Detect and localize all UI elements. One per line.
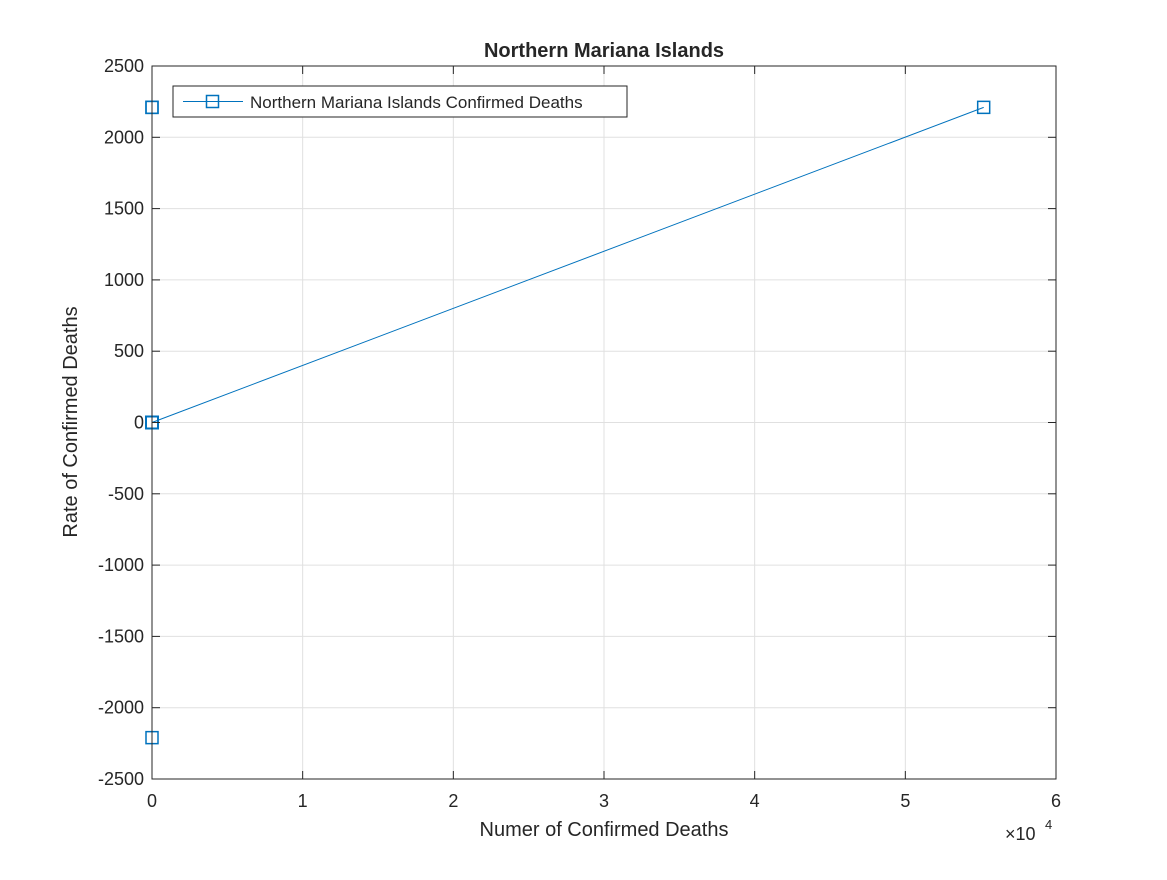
legend-box — [172, 85, 628, 118]
x-tick-label: 4 — [750, 791, 760, 811]
data-point-marker — [976, 100, 991, 115]
y-tick-label: -1000 — [98, 555, 144, 575]
legend: Northern Mariana Islands Confirmed Death… — [172, 85, 628, 118]
y-tick-label: 2000 — [104, 127, 144, 147]
y-tick-label: -2500 — [98, 769, 144, 789]
y-tick-label: 0 — [134, 413, 144, 433]
x-tick-labels: 0 1 2 3 4 5 6 — [147, 791, 1061, 811]
x-tick-label: 6 — [1051, 791, 1061, 811]
y-tick-label: -500 — [108, 484, 144, 504]
y-tick-label: 1500 — [104, 199, 144, 219]
x-exponent-base: ×10 — [1005, 824, 1036, 844]
y-tick-label: 2500 — [104, 56, 144, 76]
x-exponent-power: 4 — [1045, 817, 1052, 832]
legend-entry-label: Northern Mariana Islands Confirmed Death… — [250, 93, 583, 112]
x-tick-label: 2 — [448, 791, 458, 811]
tick-marks — [151, 65, 1057, 780]
x-tick-label: 1 — [298, 791, 308, 811]
chart-title: Northern Mariana Islands — [484, 40, 724, 62]
x-exponent-label: ×10 4 — [1005, 817, 1052, 844]
x-tick-label: 5 — [900, 791, 910, 811]
x-axis-label: Numer of Confirmed Deaths — [480, 819, 729, 841]
y-tick-label: -1500 — [98, 626, 144, 646]
x-tick-label: 0 — [147, 791, 157, 811]
x-tick-label: 3 — [599, 791, 609, 811]
y-tick-label: 1000 — [104, 270, 144, 290]
y-tick-label: -2000 — [98, 698, 144, 718]
y-axis-label: Rate of Confirmed Deaths — [60, 306, 82, 537]
y-tick-labels: -2500 -2000 -1500 -1000 -500 0 500 1000 1500 2000… — [98, 56, 144, 789]
legend-marker-square — [205, 94, 220, 109]
y-tick-label: 500 — [114, 341, 144, 361]
